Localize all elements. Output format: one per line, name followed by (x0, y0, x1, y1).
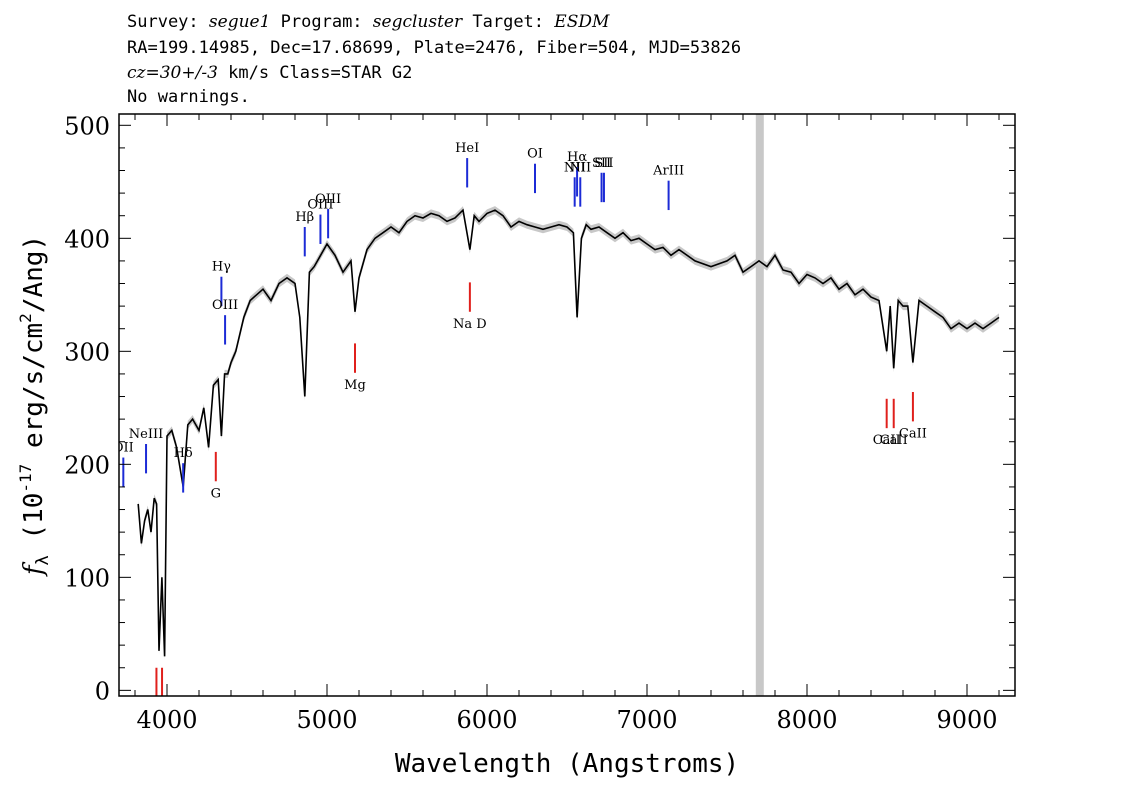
absorption-line-label: Mg (344, 378, 366, 393)
header-line-4: No warnings. (127, 87, 250, 107)
absorption-line-label: Na D (453, 317, 487, 332)
y-tick-label: 100 (64, 564, 110, 592)
emission-line-label: HeI (455, 141, 479, 156)
emission-line-label: SII (592, 156, 611, 171)
plot-frame (118, 113, 1016, 697)
absorption-line-label: CaII (880, 433, 908, 448)
survey-value: segue1 (208, 12, 271, 32)
x-tick-label: 8000 (776, 706, 837, 734)
header-line-3: cz=30+/-3 km/s Class=STAR G2 (127, 63, 413, 83)
header-line-1: Survey: segue1 Program: segcluster Targe… (127, 12, 610, 32)
header-line-2: RA=199.14985, Dec=17.68699, Plate=2476, … (127, 38, 742, 58)
y-tick-label: 400 (64, 225, 110, 253)
y-tick-label: 300 (64, 338, 110, 366)
emission-line-label: Hδ (174, 446, 193, 461)
emission-line-label: Hγ (212, 260, 231, 275)
y-tick-label: 200 (64, 451, 110, 479)
x-tick-label: 6000 (456, 706, 517, 734)
x-tick-label: 4000 (136, 706, 197, 734)
emission-line-label: NII (564, 160, 586, 175)
y-tick-label: 0 (95, 677, 110, 705)
x-tick-label: 5000 (296, 706, 357, 734)
emission-line-label: OIII (212, 298, 238, 313)
emission-line-label: NII (569, 160, 591, 175)
x-axis-label: Wavelength (Angstroms) (395, 749, 739, 779)
y-axis-label: fλ (10-17 erg/s/cm2/Ang) (16, 235, 53, 577)
emission-line-label: OI (527, 147, 543, 162)
absorption-line-label: CaII (899, 426, 927, 441)
emission-line-label: OIII (307, 198, 333, 213)
cz-value: cz=30+/-3 (127, 63, 218, 83)
error-band (138, 206, 999, 661)
emission-line-label: Hβ (295, 210, 314, 225)
emission-line-label: OII (113, 441, 134, 456)
masked-region (755, 114, 764, 696)
absorption-line-label: G (211, 486, 221, 501)
emission-line-label: OIII (315, 192, 341, 207)
x-tick-label: 9000 (936, 706, 997, 734)
emission-line-label: NeIII (129, 427, 163, 442)
x-tick-label: 7000 (616, 706, 677, 734)
emission-line-label: SII (594, 156, 613, 171)
emission-line-label: Hα (567, 150, 587, 165)
emission-line-label: ArIII (652, 164, 684, 179)
program-value: segcluster (372, 12, 463, 32)
spectrum-line (137, 208, 1000, 657)
absorption-line-label: CaII (873, 433, 901, 448)
target-value: ESDM (554, 12, 610, 32)
y-tick-label: 500 (64, 112, 110, 140)
